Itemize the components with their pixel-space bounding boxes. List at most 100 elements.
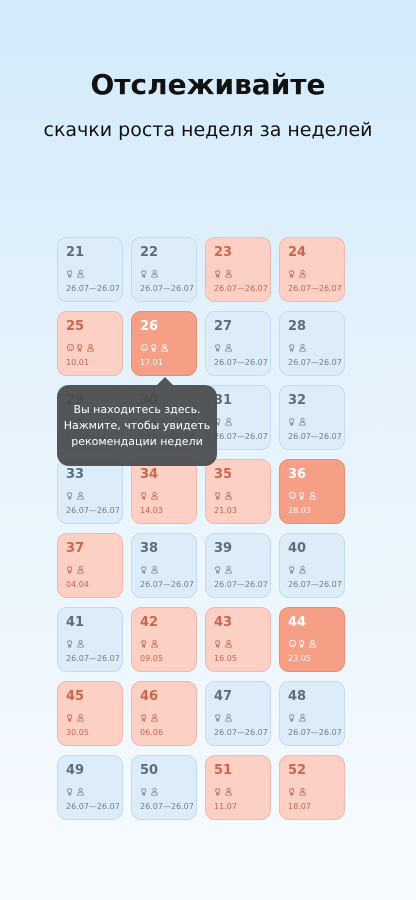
- week-cell-44[interactable]: 44 23.05: [279, 607, 345, 672]
- week-date: 26.07—26.07: [288, 284, 342, 293]
- baby-icon: [299, 343, 306, 352]
- week-icons: [66, 713, 85, 722]
- week-number: 52: [288, 763, 307, 778]
- week-icons: [288, 639, 317, 648]
- current-week-tooltip[interactable]: Вы находитесь здесь. Нажмите, чтобы увид…: [57, 377, 217, 466]
- week-number: 28: [288, 319, 307, 334]
- week-number: 33: [66, 467, 85, 482]
- week-number: 38: [140, 541, 159, 556]
- page-title: Отслеживайте: [90, 68, 326, 101]
- tooth-icon: [289, 344, 295, 352]
- tooth-icon: [215, 492, 221, 500]
- week-number: 26: [140, 319, 159, 334]
- week-number: 35: [214, 467, 233, 482]
- week-number: 39: [214, 541, 233, 556]
- baby-icon: [309, 491, 316, 500]
- week-date: 28.03: [288, 506, 311, 515]
- week-icons: [66, 269, 85, 278]
- tooth-icon: [299, 492, 305, 500]
- tooth-icon: [141, 788, 147, 796]
- week-icons: [66, 343, 95, 352]
- week-date: 26.07—26.07: [66, 284, 120, 293]
- tooltip-line: Вы находитесь здесь.: [73, 402, 201, 416]
- week-date: 26.07—26.07: [214, 728, 268, 737]
- week-date: 26.07—26.07: [214, 580, 268, 589]
- baby-icon: [151, 787, 158, 796]
- week-date: 11.07: [214, 802, 237, 811]
- page-subtitle: скачки роста неделя за неделей: [43, 119, 373, 141]
- tooth-icon: [151, 344, 157, 352]
- week-icons: [214, 343, 233, 352]
- baby-icon: [225, 269, 232, 278]
- week-cell-21[interactable]: 21 26.07—26.07: [57, 237, 123, 302]
- week-icons: [288, 491, 317, 500]
- week-date: 09.05: [140, 654, 163, 663]
- week-date: 23.05: [288, 654, 311, 663]
- week-icons: [288, 787, 307, 796]
- week-cell-45[interactable]: 45 30.05: [57, 681, 123, 746]
- tooth-icon: [67, 270, 73, 278]
- week-number: 48: [288, 689, 307, 704]
- week-cell-33[interactable]: 33 26.07—26.07: [57, 459, 123, 524]
- sleep-icon: [66, 343, 75, 352]
- baby-icon: [87, 343, 94, 352]
- week-date: 26.07—26.07: [288, 358, 342, 367]
- week-cell-23[interactable]: 23 26.07—26.07: [205, 237, 271, 302]
- week-date: 10.01: [66, 358, 89, 367]
- week-cell-37[interactable]: 37 04.04: [57, 533, 123, 598]
- week-cell-38[interactable]: 38 26.07—26.07: [131, 533, 197, 598]
- week-cell-35[interactable]: 35 21.03: [205, 459, 271, 524]
- week-icons: [214, 269, 233, 278]
- week-cell-32[interactable]: 32 26.07—26.07: [279, 385, 345, 450]
- weeks-grid: 21 26.07—26.07 22 26.07—26.07 23 26.07—26.07 2…: [57, 237, 345, 820]
- week-cell-27[interactable]: 27 26.07—26.07: [205, 311, 271, 376]
- tooth-icon: [141, 640, 147, 648]
- week-cell-41[interactable]: 41 26.07—26.07: [57, 607, 123, 672]
- tooth-icon: [215, 566, 221, 574]
- week-cell-36[interactable]: 36 28.03: [279, 459, 345, 524]
- week-icons: [214, 491, 233, 500]
- tooth-icon: [67, 640, 73, 648]
- baby-icon: [299, 713, 306, 722]
- baby-icon: [299, 565, 306, 574]
- baby-icon: [299, 417, 306, 426]
- week-cell-52[interactable]: 52 18.07: [279, 755, 345, 820]
- week-icons: [288, 343, 307, 352]
- week-cell-39[interactable]: 39 26.07—26.07: [205, 533, 271, 598]
- week-date: 26.07—26.07: [140, 284, 194, 293]
- baby-icon: [151, 565, 158, 574]
- week-number: 40: [288, 541, 307, 556]
- week-cell-34[interactable]: 34 14.03: [131, 459, 197, 524]
- tooth-icon: [67, 788, 73, 796]
- week-number: 37: [66, 541, 85, 556]
- tooth-icon: [67, 566, 73, 574]
- baby-icon: [299, 269, 306, 278]
- week-date: 26.07—26.07: [66, 506, 120, 515]
- week-cell-40[interactable]: 40 26.07—26.07: [279, 533, 345, 598]
- week-cell-47[interactable]: 47 26.07—26.07: [205, 681, 271, 746]
- week-cell-48[interactable]: 48 26.07—26.07: [279, 681, 345, 746]
- week-number: 31: [214, 393, 233, 408]
- week-number: 51: [214, 763, 233, 778]
- tooltip-line: рекомендации недели: [71, 434, 203, 448]
- week-cell-22[interactable]: 22 26.07—26.07: [131, 237, 197, 302]
- week-cell-42[interactable]: 42 09.05: [131, 607, 197, 672]
- tooth-icon: [299, 640, 305, 648]
- week-cell-51[interactable]: 51 11.07: [205, 755, 271, 820]
- week-cell-43[interactable]: 43 16.05: [205, 607, 271, 672]
- week-cell-49[interactable]: 49 26.07—26.07: [57, 755, 123, 820]
- baby-icon: [225, 639, 232, 648]
- week-cell-24[interactable]: 24 26.07—26.07: [279, 237, 345, 302]
- week-cell-26[interactable]: 26 17.01: [131, 311, 197, 376]
- week-date: 26.07—26.07: [288, 432, 342, 441]
- baby-icon: [225, 787, 232, 796]
- week-cell-28[interactable]: 28 26.07—26.07: [279, 311, 345, 376]
- week-cell-50[interactable]: 50 26.07—26.07: [131, 755, 197, 820]
- week-cell-25[interactable]: 25 10.01: [57, 311, 123, 376]
- week-number: 27: [214, 319, 233, 334]
- week-number: 46: [140, 689, 159, 704]
- week-cell-46[interactable]: 46 06.06: [131, 681, 197, 746]
- week-number: 41: [66, 615, 85, 630]
- baby-icon: [309, 639, 316, 648]
- week-date: 06.06: [140, 728, 163, 737]
